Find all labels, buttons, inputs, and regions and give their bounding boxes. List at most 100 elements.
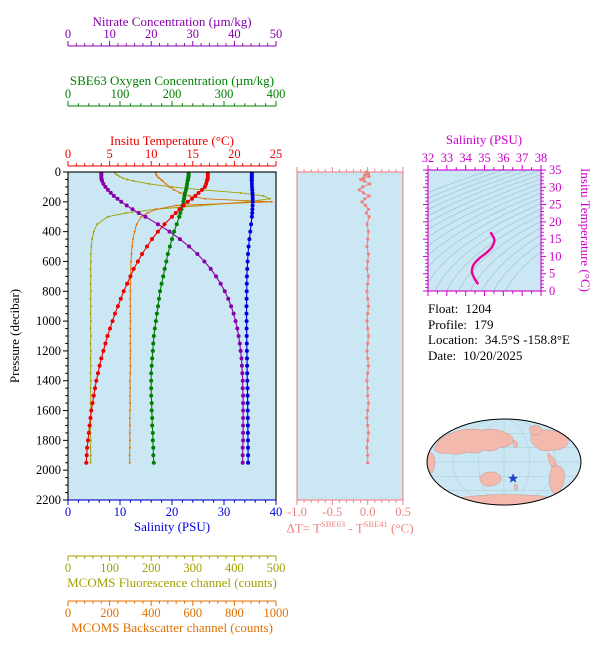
nitrate-profile (99, 172, 246, 465)
profile-value: 179 (474, 316, 494, 332)
svg-text:100: 100 (100, 561, 119, 575)
svg-text:20: 20 (549, 215, 562, 229)
panel-backgrounds (68, 170, 541, 500)
density-contours (428, 170, 541, 291)
svg-text:10: 10 (114, 505, 127, 519)
svg-text:400: 400 (142, 606, 161, 620)
svg-text:0: 0 (65, 27, 71, 41)
svg-text:600: 600 (183, 606, 202, 620)
svg-text:300: 300 (215, 87, 234, 101)
svg-text:0: 0 (65, 505, 71, 519)
svg-text:20: 20 (145, 27, 158, 41)
svg-text:1200: 1200 (36, 344, 61, 358)
map-north-america (530, 429, 569, 452)
svg-text:5: 5 (106, 147, 112, 161)
svg-text:300: 300 (183, 561, 202, 575)
delta-t-title-part: (°C) (387, 520, 414, 536)
oxygen-axis-title: SBE63 Oxygen Concentration (µm/kg) (69, 73, 275, 88)
svg-text:0: 0 (55, 165, 61, 179)
svg-text:600: 600 (42, 254, 61, 268)
float-location-star (508, 473, 519, 483)
location-row: Location: 34.5°S -158.8°E (428, 332, 570, 348)
map-outline (426, 418, 582, 506)
map-new-zealand (514, 483, 518, 491)
ts-temperature-axis-title: Insitu Temperature (°C) (578, 168, 594, 292)
float-id-row: Float: 1204 (428, 301, 570, 317)
svg-text:50: 50 (270, 27, 283, 41)
svg-text:10: 10 (549, 249, 562, 263)
profile-series (84, 172, 273, 465)
svg-text:15: 15 (187, 147, 200, 161)
top-axes: 0 10 20 30 40 50 0 100 200 300 400 0 5 10 15 20 25 (65, 27, 286, 167)
delta-t-title-sup2: SBE41 (363, 519, 388, 529)
delta-t-title-part: - T (345, 520, 364, 536)
pressure-axis: 0 200 400 600 800 1000 1200 1400 1600 1800 2000 220… (36, 165, 68, 507)
delta-t-title-part: ΔT= T (286, 520, 322, 536)
svg-text:1600: 1600 (36, 404, 61, 418)
svg-text:800: 800 (42, 284, 61, 298)
svg-text:100: 100 (111, 87, 130, 101)
svg-text:35: 35 (549, 163, 562, 177)
svg-text:40: 40 (270, 505, 283, 519)
salinity-axis: 0 10 20 30 40 (65, 499, 283, 519)
svg-text:500: 500 (267, 561, 286, 575)
delta-t-axis-title: ΔT= TSBE63 - TSBE41 (°C) (286, 519, 414, 536)
svg-text:2000: 2000 (36, 463, 61, 477)
svg-text:0: 0 (65, 561, 71, 575)
world-map (426, 418, 582, 506)
svg-text:10: 10 (103, 27, 116, 41)
svg-text:0: 0 (549, 284, 555, 298)
svg-text:200: 200 (42, 195, 61, 209)
ts-salinity-axis-title: Salinity (PSU) (445, 132, 523, 147)
ts-panel-frame: 32 33 34 35 36 37 38 0 5 10 15 20 25 30 35 (422, 151, 562, 298)
svg-text:400: 400 (42, 225, 61, 239)
date-label: Date: (428, 347, 457, 363)
svg-text:0.0: 0.0 (360, 505, 376, 519)
float-value: 1204 (465, 301, 492, 316)
svg-text:35: 35 (478, 151, 491, 165)
nitrate-axis-title: Nitrate Concentration (µm/kg) (92, 14, 252, 29)
svg-text:10: 10 (145, 147, 158, 161)
float-label: Float: (428, 301, 459, 316)
svg-text:1000: 1000 (36, 314, 61, 328)
svg-text:0.5: 0.5 (395, 505, 411, 519)
svg-text:-1.0: -1.0 (287, 505, 307, 519)
pressure-axis-title: Pressure (decibar) (6, 288, 22, 384)
svg-text:40: 40 (228, 27, 241, 41)
svg-text:20: 20 (228, 147, 241, 161)
svg-text:30: 30 (187, 27, 200, 41)
svg-text:30: 30 (549, 180, 562, 194)
map-greenland (529, 425, 543, 436)
svg-text:25: 25 (549, 198, 562, 212)
delta-t-title-sup1: SBE63 (321, 519, 346, 529)
svg-text:1800: 1800 (36, 433, 61, 447)
svg-text:0: 0 (65, 87, 71, 101)
svg-text:200: 200 (142, 561, 161, 575)
svg-text:38: 38 (535, 151, 548, 165)
float-metadata: Float: 1204 Profile: 179 Location: 34.5°S -… (428, 301, 570, 363)
temperature-axis-title: Insitu Temperature (°C) (110, 133, 234, 148)
svg-text:15: 15 (549, 232, 562, 246)
svg-text:2200: 2200 (36, 493, 61, 507)
svg-text:1000: 1000 (264, 606, 289, 620)
svg-text:400: 400 (267, 87, 286, 101)
date-value: 10/20/2025 (463, 347, 523, 363)
ts-curve (470, 231, 496, 285)
salinity-axis-title: Salinity (PSU) (133, 519, 211, 534)
backscatter-axis-title: MCOMS Backscatter channel (counts) (71, 620, 273, 635)
profile-label: Profile: (428, 316, 467, 332)
svg-text:34: 34 (459, 151, 472, 165)
location-label: Location: (428, 332, 478, 347)
bottom-axes: 0 100 200 300 400 500 0 200 400 600 800 1000 (65, 555, 289, 620)
svg-text:1400: 1400 (36, 374, 61, 388)
svg-text:0: 0 (65, 606, 71, 620)
location-value: 34.5°S -158.8°E (484, 332, 570, 347)
svg-text:-0.5: -0.5 (322, 505, 342, 519)
map-eurasia (433, 428, 514, 455)
svg-text:400: 400 (225, 561, 244, 575)
svg-text:25: 25 (270, 147, 283, 161)
svg-text:0: 0 (65, 147, 71, 161)
svg-text:33: 33 (441, 151, 454, 165)
